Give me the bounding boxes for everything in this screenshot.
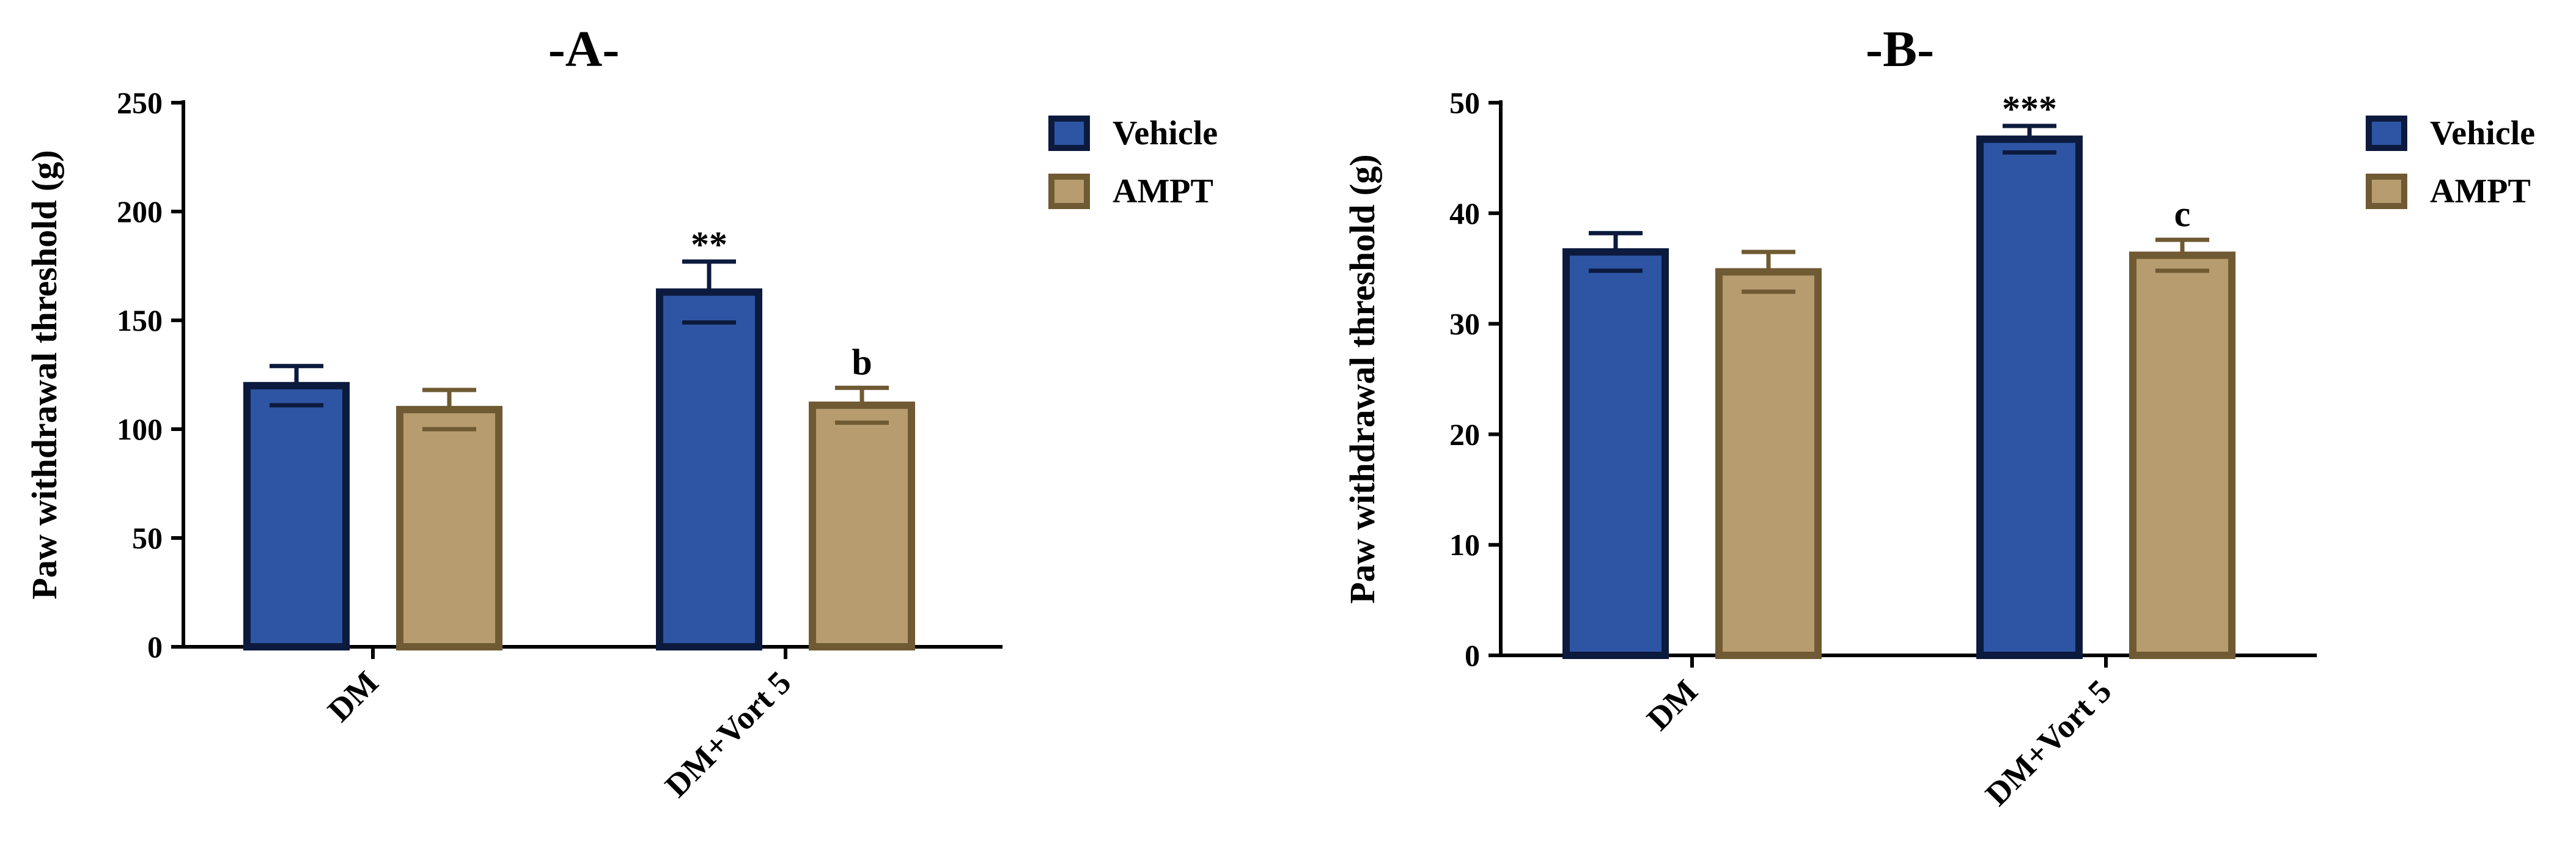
x-tick-label: DM+Vort 5 bbox=[658, 664, 798, 804]
bar-ampt-dm-vort-5 bbox=[2129, 251, 2236, 659]
y-tick-label: 0 bbox=[1465, 638, 1480, 672]
y-tick-label: 150 bbox=[117, 303, 163, 337]
legend-swatch-ampt bbox=[1048, 174, 1090, 209]
x-tick-label: DM+Vort 5 bbox=[1978, 672, 2118, 812]
bar-ampt-dm bbox=[396, 405, 502, 651]
bar-vehicle-dm-vort-5 bbox=[1976, 135, 2083, 659]
y-tick-label: 40 bbox=[1449, 196, 1480, 230]
y-axis-label: Paw withdrawal threshold (g) bbox=[24, 150, 64, 599]
y-tick-label: 50 bbox=[1449, 86, 1480, 120]
legend-label-ampt: AMPT bbox=[1113, 172, 1213, 210]
y-axis-label: Paw withdrawal threshold (g) bbox=[1342, 154, 1382, 603]
legend-label-ampt: AMPT bbox=[2430, 172, 2531, 210]
panel-a: -A- Paw withdrawal threshold (g) 0 50 100 150… bbox=[24, 21, 1218, 804]
significance-annotation: c bbox=[2174, 194, 2191, 234]
y-tick-label: 50 bbox=[132, 521, 163, 555]
bar-vehicle-dm-vort-5 bbox=[656, 288, 762, 651]
y-tick-label: 100 bbox=[117, 412, 163, 446]
legend-label-vehicle: Vehicle bbox=[2430, 114, 2535, 152]
y-tick-label: 200 bbox=[117, 194, 163, 229]
bar-vehicle-dm bbox=[1562, 248, 1669, 659]
chart-title: -B- bbox=[1866, 21, 1934, 78]
significance-annotation: b bbox=[852, 342, 872, 382]
y-tick-label: 250 bbox=[117, 86, 163, 120]
y-tick-label: 20 bbox=[1449, 417, 1480, 451]
y-tick-label: 30 bbox=[1449, 307, 1480, 341]
chart-title: -A- bbox=[548, 21, 620, 78]
bar-ampt-dm-vort-5 bbox=[809, 401, 915, 651]
significance-annotation: *** bbox=[2002, 89, 2057, 129]
y-tick-label: 0 bbox=[147, 630, 163, 664]
legend-swatch-vehicle bbox=[2366, 116, 2407, 151]
x-tick-label: DM bbox=[1639, 672, 1704, 737]
legend-label-vehicle: Vehicle bbox=[1113, 114, 1218, 152]
legend-swatch-vehicle bbox=[1048, 116, 1090, 151]
significance-annotation: ** bbox=[691, 224, 727, 265]
legend-swatch-ampt bbox=[2366, 174, 2407, 209]
bar-ampt-dm bbox=[1715, 268, 1822, 659]
panel-b: -B- Paw withdrawal threshold (g) 0 10 20 30 40… bbox=[1342, 21, 2535, 812]
x-tick-label: DM bbox=[320, 664, 385, 729]
bar-vehicle-dm bbox=[243, 381, 350, 650]
y-tick-label: 10 bbox=[1449, 528, 1480, 562]
